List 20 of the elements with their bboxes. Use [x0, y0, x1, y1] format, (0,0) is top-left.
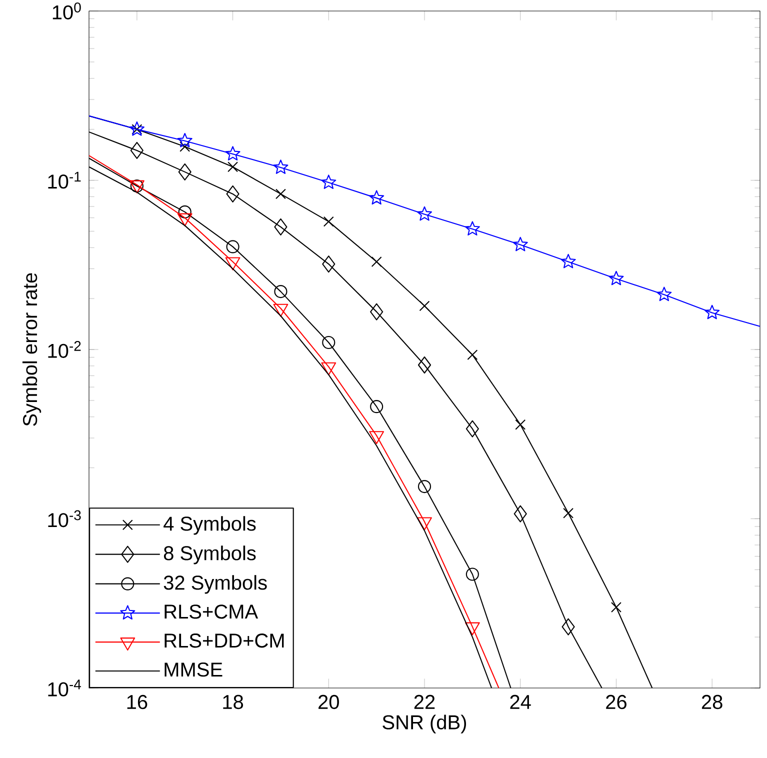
- x-tick-label: 28: [702, 694, 722, 710]
- legend-label: RLS+DD+CM: [164, 634, 284, 648]
- x-tick-label: 18: [223, 694, 244, 710]
- y-tick-label: 10$^{-4}$: [48, 680, 81, 696]
- legend-label: RLS+CMA: [164, 604, 258, 619]
- x-axis-title: SNR (dB): [382, 714, 466, 734]
- x-tick-label: 24: [510, 694, 531, 709]
- legend-label: 8 Symbols: [164, 546, 256, 564]
- legend-label: MMSE: [164, 662, 222, 677]
- legend-label: 4 Symbols: [164, 516, 256, 535]
- x-tick-label: 20: [318, 694, 339, 710]
- y-tick-label: 10$^{-1}$: [48, 172, 81, 189]
- y-axis-title: Symbol error rate: [22, 273, 42, 426]
- y-tick-label: 10$^{-3}$: [48, 510, 81, 528]
- x-tick-label: 16: [127, 694, 148, 710]
- x-tick-label: 22: [414, 694, 435, 709]
- y-tick-label: 10$^{-2}$: [48, 341, 81, 358]
- legend-label: 32 Symbols: [164, 575, 267, 594]
- x-tick-label: 26: [606, 694, 626, 710]
- y-tick-label: 10$^{0}$: [52, 2, 81, 20]
